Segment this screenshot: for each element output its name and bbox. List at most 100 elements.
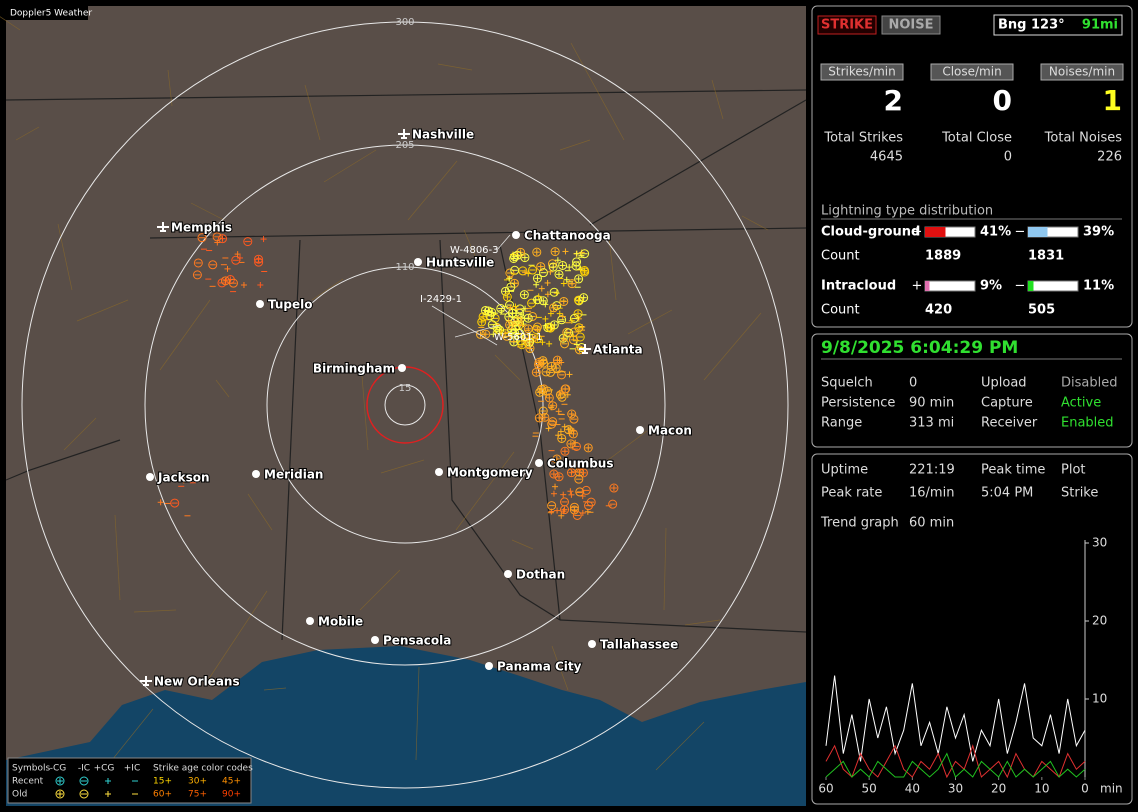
strike-symbol — [220, 276, 230, 286]
symbol-ring — [559, 296, 569, 306]
strike-symbol — [545, 367, 555, 377]
city-dot — [504, 570, 512, 578]
strike-symbol — [558, 260, 568, 270]
symbol-ring — [557, 433, 567, 443]
symbol-ring — [502, 331, 512, 341]
symbol-ring — [505, 320, 515, 330]
strike-symbol — [537, 384, 547, 394]
setting-cell: 313 mi — [909, 416, 954, 431]
symbol-ring — [535, 387, 545, 397]
symbol-ring — [567, 409, 577, 419]
strike-symbol — [554, 507, 561, 514]
symbol-ring — [478, 312, 488, 322]
strike-symbol — [550, 247, 560, 257]
symbol-ring — [561, 384, 571, 394]
symbol-ring — [552, 454, 562, 464]
symbol-ring — [55, 776, 65, 786]
strike-symbol — [480, 305, 490, 315]
strike-symbol — [487, 320, 497, 330]
strike-symbol — [566, 439, 576, 449]
strike-symbol — [544, 291, 551, 298]
city-dot — [512, 231, 520, 239]
strike-symbol — [544, 393, 554, 403]
strike-symbol — [243, 237, 253, 247]
trend-cell: Peak rate — [821, 486, 882, 501]
city-dot — [306, 617, 314, 625]
symbol-ring — [536, 262, 546, 272]
symbol-ring — [193, 258, 203, 268]
strike-symbol — [580, 249, 590, 259]
strike-symbol — [560, 491, 567, 498]
strike-symbol — [105, 778, 111, 784]
setting-cell: 90 min — [909, 396, 954, 411]
noise-button[interactable] — [881, 15, 941, 35]
symbol-ring — [480, 305, 490, 315]
rate-button[interactable] — [1040, 63, 1124, 81]
city-dot — [588, 640, 596, 648]
strike-symbol — [502, 292, 512, 302]
legend-type: -CG — [50, 764, 67, 774]
strike-symbol — [254, 257, 264, 267]
airport-icon — [579, 344, 591, 354]
strike-symbol — [527, 331, 533, 338]
symbol-ring — [496, 303, 506, 313]
symbol-ring — [505, 300, 515, 310]
road — [114, 514, 121, 601]
symbol-ring — [487, 307, 497, 317]
strike-symbol — [563, 276, 570, 283]
strike-symbol — [552, 454, 562, 464]
rate-button[interactable] — [930, 63, 1014, 81]
city-dot — [636, 426, 644, 434]
setting-cell: Disabled — [1061, 376, 1117, 391]
percent: 39% — [1083, 225, 1114, 240]
strike-symbol — [533, 281, 540, 288]
strike-symbol — [556, 310, 563, 317]
strike-symbol — [586, 497, 596, 507]
map-title-box — [6, 6, 88, 20]
strike-symbol — [579, 266, 589, 276]
symbol-ring — [532, 247, 542, 257]
city-label: Tallahassee — [600, 638, 678, 652]
strike-symbol — [218, 234, 228, 244]
strike-symbol — [556, 389, 563, 396]
city-dot — [414, 258, 422, 266]
symbol-ring — [564, 328, 574, 338]
strike-symbol — [551, 363, 561, 373]
road — [627, 309, 673, 335]
symbol-ring — [220, 276, 230, 286]
strike-symbol — [234, 251, 241, 258]
x-tick-label: 60 — [818, 782, 833, 796]
annotation: W-4806-3 — [450, 245, 499, 256]
strike-button-label: STRIKE — [821, 18, 873, 33]
legend-type: +CG — [94, 764, 115, 774]
symbol-ring — [523, 313, 533, 323]
symbol-ring — [566, 468, 576, 478]
strike-symbol — [575, 460, 585, 470]
strike-symbol — [532, 273, 542, 283]
legend-row: Recent — [12, 777, 44, 787]
city-label: Memphis — [171, 221, 232, 235]
strike-button[interactable] — [817, 15, 877, 35]
city-label: Meridian — [264, 468, 323, 482]
road — [63, 417, 97, 451]
strike-symbol — [583, 443, 593, 453]
road — [380, 459, 425, 474]
strike-symbol — [257, 281, 264, 288]
rate-label: Noises/min — [1049, 65, 1115, 79]
strike-symbol — [569, 313, 579, 323]
strike-symbol — [532, 296, 539, 303]
bar — [925, 281, 930, 291]
rate-button[interactable] — [820, 63, 904, 81]
strike-symbol — [512, 303, 519, 310]
road — [407, 160, 458, 221]
symbol-ring — [254, 257, 264, 267]
x-unit: min — [1100, 782, 1123, 796]
symbol-ring — [538, 268, 548, 278]
map-title: Doppler5 Weather — [10, 9, 92, 19]
symbol-ring — [575, 460, 585, 470]
symbol-ring — [208, 260, 218, 270]
trend-line — [825, 744, 1086, 779]
strike-symbol — [584, 508, 591, 515]
symbol-ring — [549, 469, 559, 479]
